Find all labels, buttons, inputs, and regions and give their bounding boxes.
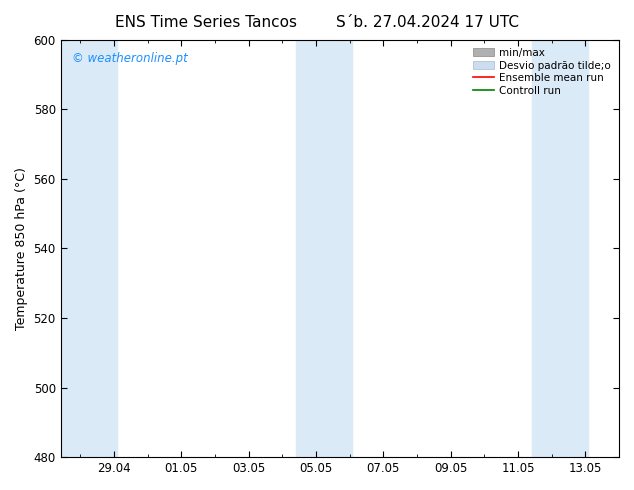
Bar xyxy=(61,40,117,457)
Y-axis label: Temperature 850 hPa (°C): Temperature 850 hPa (°C) xyxy=(15,167,28,330)
Text: ENS Time Series Tancos        S´b. 27.04.2024 17 UTC: ENS Time Series Tancos S´b. 27.04.2024 1… xyxy=(115,15,519,30)
Text: © weatheronline.pt: © weatheronline.pt xyxy=(72,52,188,65)
Legend: min/max, Desvio padrão tilde;o, Ensemble mean run, Controll run: min/max, Desvio padrão tilde;o, Ensemble… xyxy=(470,45,614,99)
Bar xyxy=(296,40,353,457)
Bar xyxy=(532,40,588,457)
